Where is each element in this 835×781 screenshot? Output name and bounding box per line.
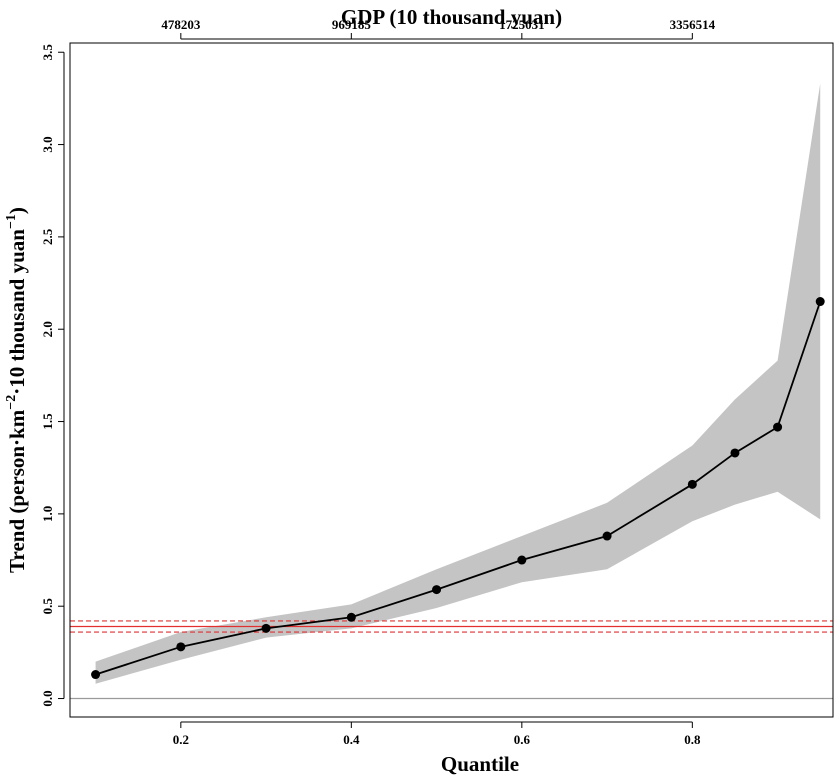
data-point: [687, 479, 697, 489]
data-point: [773, 422, 783, 432]
confidence-band-layer: [95, 83, 821, 684]
y-tick-label: 2.0: [40, 321, 55, 337]
x-tick-label: 0.2: [173, 732, 189, 747]
data-point: [91, 670, 101, 680]
data-point: [602, 531, 612, 541]
top-tick-label: 969185: [332, 17, 372, 32]
plot-frame: [69, 42, 834, 718]
x-tick-label: 0.6: [514, 732, 531, 747]
data-point: [261, 623, 271, 633]
y-tick-label: 3.0: [40, 136, 55, 152]
top-axis-title: GDP (10 thousand yuan): [341, 5, 562, 29]
data-point: [815, 297, 825, 307]
y-axis-title: Trend (person·km−2·10 thousand yuan−1): [4, 207, 29, 573]
y-axis-title-middle: ·10 thousand yuan: [5, 229, 29, 395]
y-tick-label: 0.5: [40, 598, 55, 615]
y-tick-label: 3.5: [40, 44, 55, 61]
y-tick-label: 2.5: [40, 228, 55, 245]
reference-lines-layer: [70, 620, 833, 700]
x-tick-label: 0.4: [343, 732, 360, 747]
y-axis-title-sup2: −1: [4, 214, 19, 229]
x-axis-title: Quantile: [441, 752, 519, 776]
data-point: [176, 642, 186, 652]
series-layer: [91, 297, 825, 680]
top-tick-label: 1725031: [499, 17, 545, 32]
data-point: [517, 555, 527, 565]
axes-layer: 0.2 0.4 0.6 0.8 478203 969185 1725031 3356514 0.…: [40, 17, 716, 747]
data-point: [730, 448, 740, 458]
y-axis-title-prefix: Trend (person·km: [5, 409, 29, 573]
data-point: [346, 612, 356, 622]
y-axis-title-sup1: −2: [4, 395, 19, 410]
data-point: [432, 585, 442, 595]
y-tick-label: 1.5: [40, 413, 55, 430]
confidence-band-0: [95, 83, 821, 684]
y-tick-label: 1.0: [40, 506, 55, 522]
y-axis-title-suffix: ): [5, 207, 29, 214]
x-tick-label: 0.8: [684, 732, 701, 747]
y-tick-label: 0.0: [40, 690, 55, 706]
top-tick-label: 3356514: [670, 17, 716, 32]
top-tick-label: 478203: [161, 17, 201, 32]
